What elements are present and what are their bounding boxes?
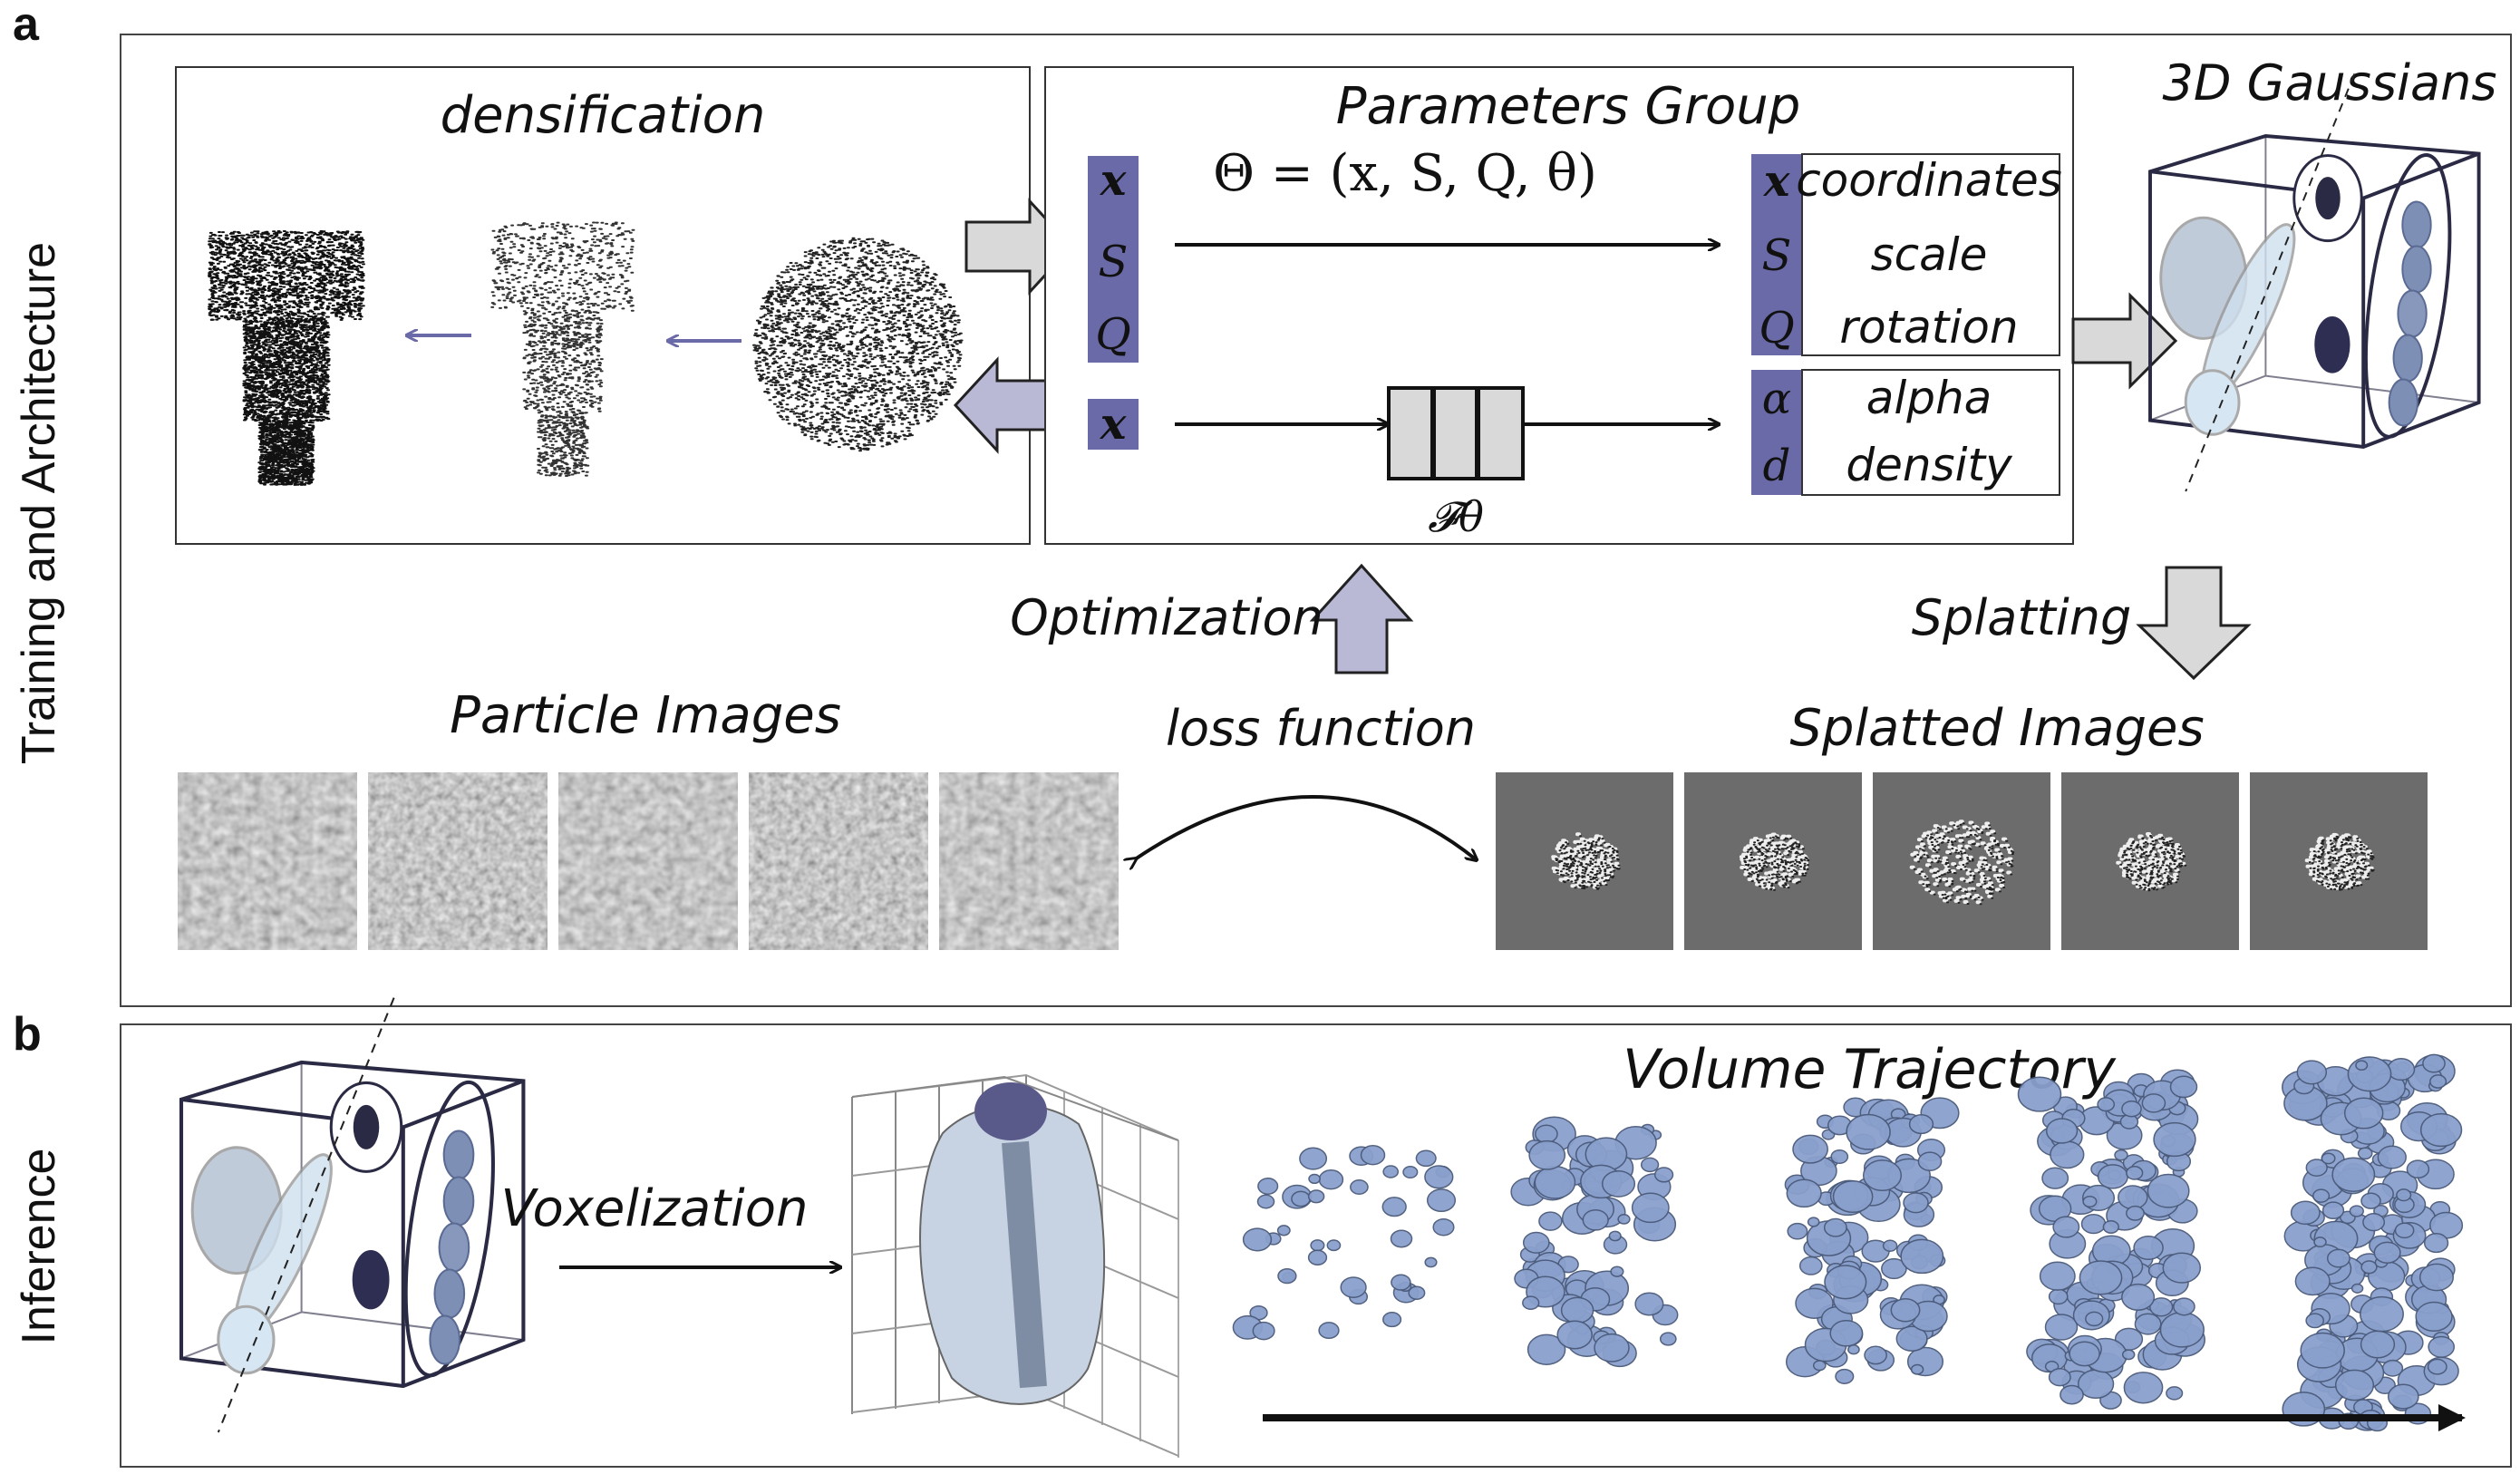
splatting-label: Splatting [1912,589,2132,646]
panel-b-frame [120,1023,2512,1468]
panel-a-letter: a [13,0,40,51]
network-block [1387,386,1525,480]
to-gaussians-arrow [2071,292,2178,390]
trajectory-volume [1784,1097,1960,1384]
particle-image [178,772,357,950]
splatted-image [2061,772,2239,950]
parameters-equation: Θ = (x, S, Q, θ) [1213,144,1597,203]
panel-a-side-label: Training and Architecture [13,242,65,764]
particle-images-title: Particle Images [450,686,841,745]
output-symbol-d: d [1763,441,1791,491]
medium-point-cloud [490,221,635,477]
net-input-symbol: x [1100,399,1128,450]
splatted-images-row [1496,772,2428,950]
voxelization-label: Voxelization [501,1179,809,1238]
splatted-image [1873,772,2050,950]
network-label: 𝓕θ [1428,492,1484,541]
trajectory-volume [2017,1069,2205,1410]
input-symbol-q: Q [1095,309,1130,360]
voxel-grid-volume [851,1073,1179,1458]
random-sphere-point-cloud [752,237,964,452]
output-label-rotation: rotation [1839,301,2018,354]
panel-b-letter: b [13,1008,42,1061]
output-net-column [1751,370,1802,495]
splatted-image [1684,772,1862,950]
output-symbol-s: S [1762,230,1792,281]
trajectory-volume [1510,1116,1679,1368]
output-labels-box-2 [1801,369,2060,496]
particle-image [368,772,548,950]
output-symbol-x: x [1763,156,1791,207]
output-params-column [1751,154,1802,355]
particle-image [749,772,928,950]
output-symbol-q: Q [1759,303,1794,354]
trajectory-volume [2282,1053,2464,1432]
panel-a-frame [120,34,2512,1007]
loss-function-label: loss function [1166,700,1476,757]
trajectory-volume [1232,1145,1457,1341]
parameters-group-title: Parameters Group [1336,77,1801,136]
output-labels-box-1 [1801,153,2060,356]
gaussians-box-illustration [2148,73,2481,492]
net-input-cell [1088,399,1139,450]
volume-trajectory-row [1232,1053,2464,1432]
output-label-alpha: alpha [1866,372,1992,424]
panel-b-side-label: Inference [13,1149,65,1345]
output-label-density: density [1846,439,2013,491]
particle-images-row [178,772,1119,950]
output-label-scale: scale [1871,228,1988,281]
input-symbol-x: x [1100,155,1128,206]
splatted-image [2250,772,2428,950]
splatted-images-title: Splatted Images [1789,699,2204,758]
loss-function-arrow [1135,795,1476,859]
splatted-image [1496,772,1673,950]
particle-image [558,772,738,950]
input-symbol-s: S [1099,237,1129,287]
particle-image [939,772,1119,950]
output-symbol-alpha: α [1762,373,1791,424]
densification-title: densification [441,86,766,145]
output-label-coordinates: coordinates [1796,154,2062,207]
input-params-column [1088,156,1139,363]
gaussians-title: 3D Gaussians [2163,54,2497,112]
optimization-arrow [1309,563,1414,674]
dense-point-cloud [208,230,365,486]
splatting-arrow [2136,566,2252,681]
inference-gaussians-illustration [179,997,526,1433]
optimization-label: Optimization [1010,589,1323,646]
